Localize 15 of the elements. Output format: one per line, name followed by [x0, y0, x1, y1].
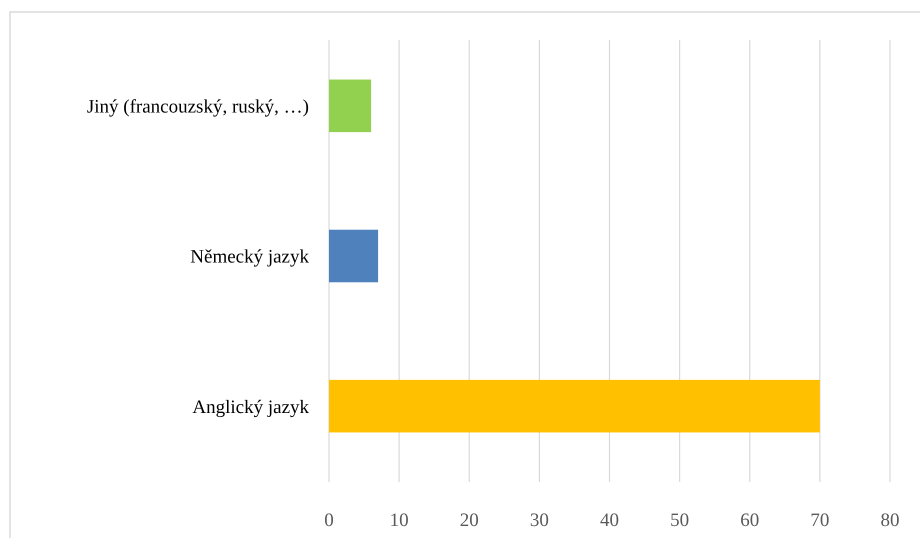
bar	[329, 80, 372, 132]
x-tick-label: 0	[324, 510, 334, 531]
y-tick-label: Jiný (francouzský, ruský, …)	[86, 96, 309, 118]
x-tick-label: 40	[600, 510, 619, 531]
x-tick-label: 20	[460, 510, 479, 531]
y-tick-label: Anglický jazyk	[192, 396, 310, 418]
x-tick-label: 30	[530, 510, 549, 531]
x-tick-label: 60	[740, 510, 760, 531]
x-tick-label: 50	[670, 510, 690, 531]
bar	[329, 230, 378, 282]
x-tick-label: 80	[880, 510, 900, 531]
x-tick-label: 10	[390, 510, 409, 531]
y-tick-label: Německý jazyk	[190, 246, 310, 268]
bar	[329, 380, 820, 432]
x-tick-label: 70	[810, 510, 830, 531]
